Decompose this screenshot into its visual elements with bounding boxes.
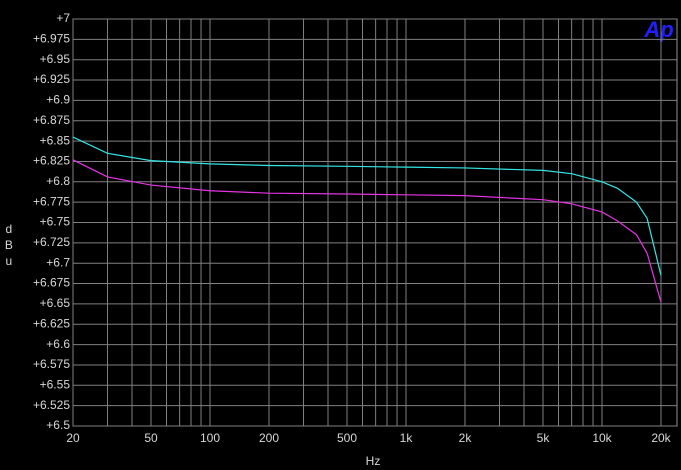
y-tick-label: +6.975 [33, 32, 70, 46]
y-tick-label: +6.825 [33, 154, 70, 168]
y-tick-label: +6.875 [33, 113, 70, 127]
y-axis-label: dBu [2, 222, 16, 270]
y-tick-label: +6.9 [46, 93, 70, 107]
y-tick-label: +6.575 [33, 357, 70, 371]
x-tick-label: 200 [259, 431, 279, 445]
x-tick-label: 5k [537, 431, 551, 445]
logo: Ap [643, 17, 673, 42]
x-tick-label: 50 [144, 431, 158, 445]
y-tick-label: +6.65 [40, 296, 71, 310]
y-tick-label: +6.625 [33, 316, 70, 330]
y-tick-label: +6.5 [46, 418, 70, 432]
y-tick-label: +6.775 [33, 194, 70, 208]
y-tick-label: +6.725 [33, 235, 70, 249]
y-tick-label: +6.675 [33, 276, 70, 290]
x-axis-label: Hz [366, 454, 381, 468]
x-tick-label: 20k [651, 431, 671, 445]
x-tick-label: 500 [337, 431, 357, 445]
x-tick-label: 100 [200, 431, 220, 445]
data-line [72, 159, 662, 303]
x-tick-label: 20 [66, 431, 80, 445]
y-tick-label: +6.85 [40, 133, 71, 147]
data-line [72, 136, 662, 276]
y-tick-label: +6.525 [33, 398, 70, 412]
y-tick-label: +6.925 [33, 72, 70, 86]
y-tick-label: +6.7 [46, 255, 70, 269]
x-tick-label: 1k [400, 431, 414, 445]
y-tick-label: +6.6 [46, 337, 70, 351]
y-tick-label: +7 [56, 11, 70, 25]
x-tick-label: 2k [459, 431, 473, 445]
y-tick-label: +6.75 [40, 215, 71, 229]
y-tick-label: +6.8 [46, 174, 70, 188]
y-tick-label: +6.55 [40, 377, 71, 391]
y-tick-label: +6.95 [40, 52, 71, 66]
x-tick-label: 10k [592, 431, 612, 445]
